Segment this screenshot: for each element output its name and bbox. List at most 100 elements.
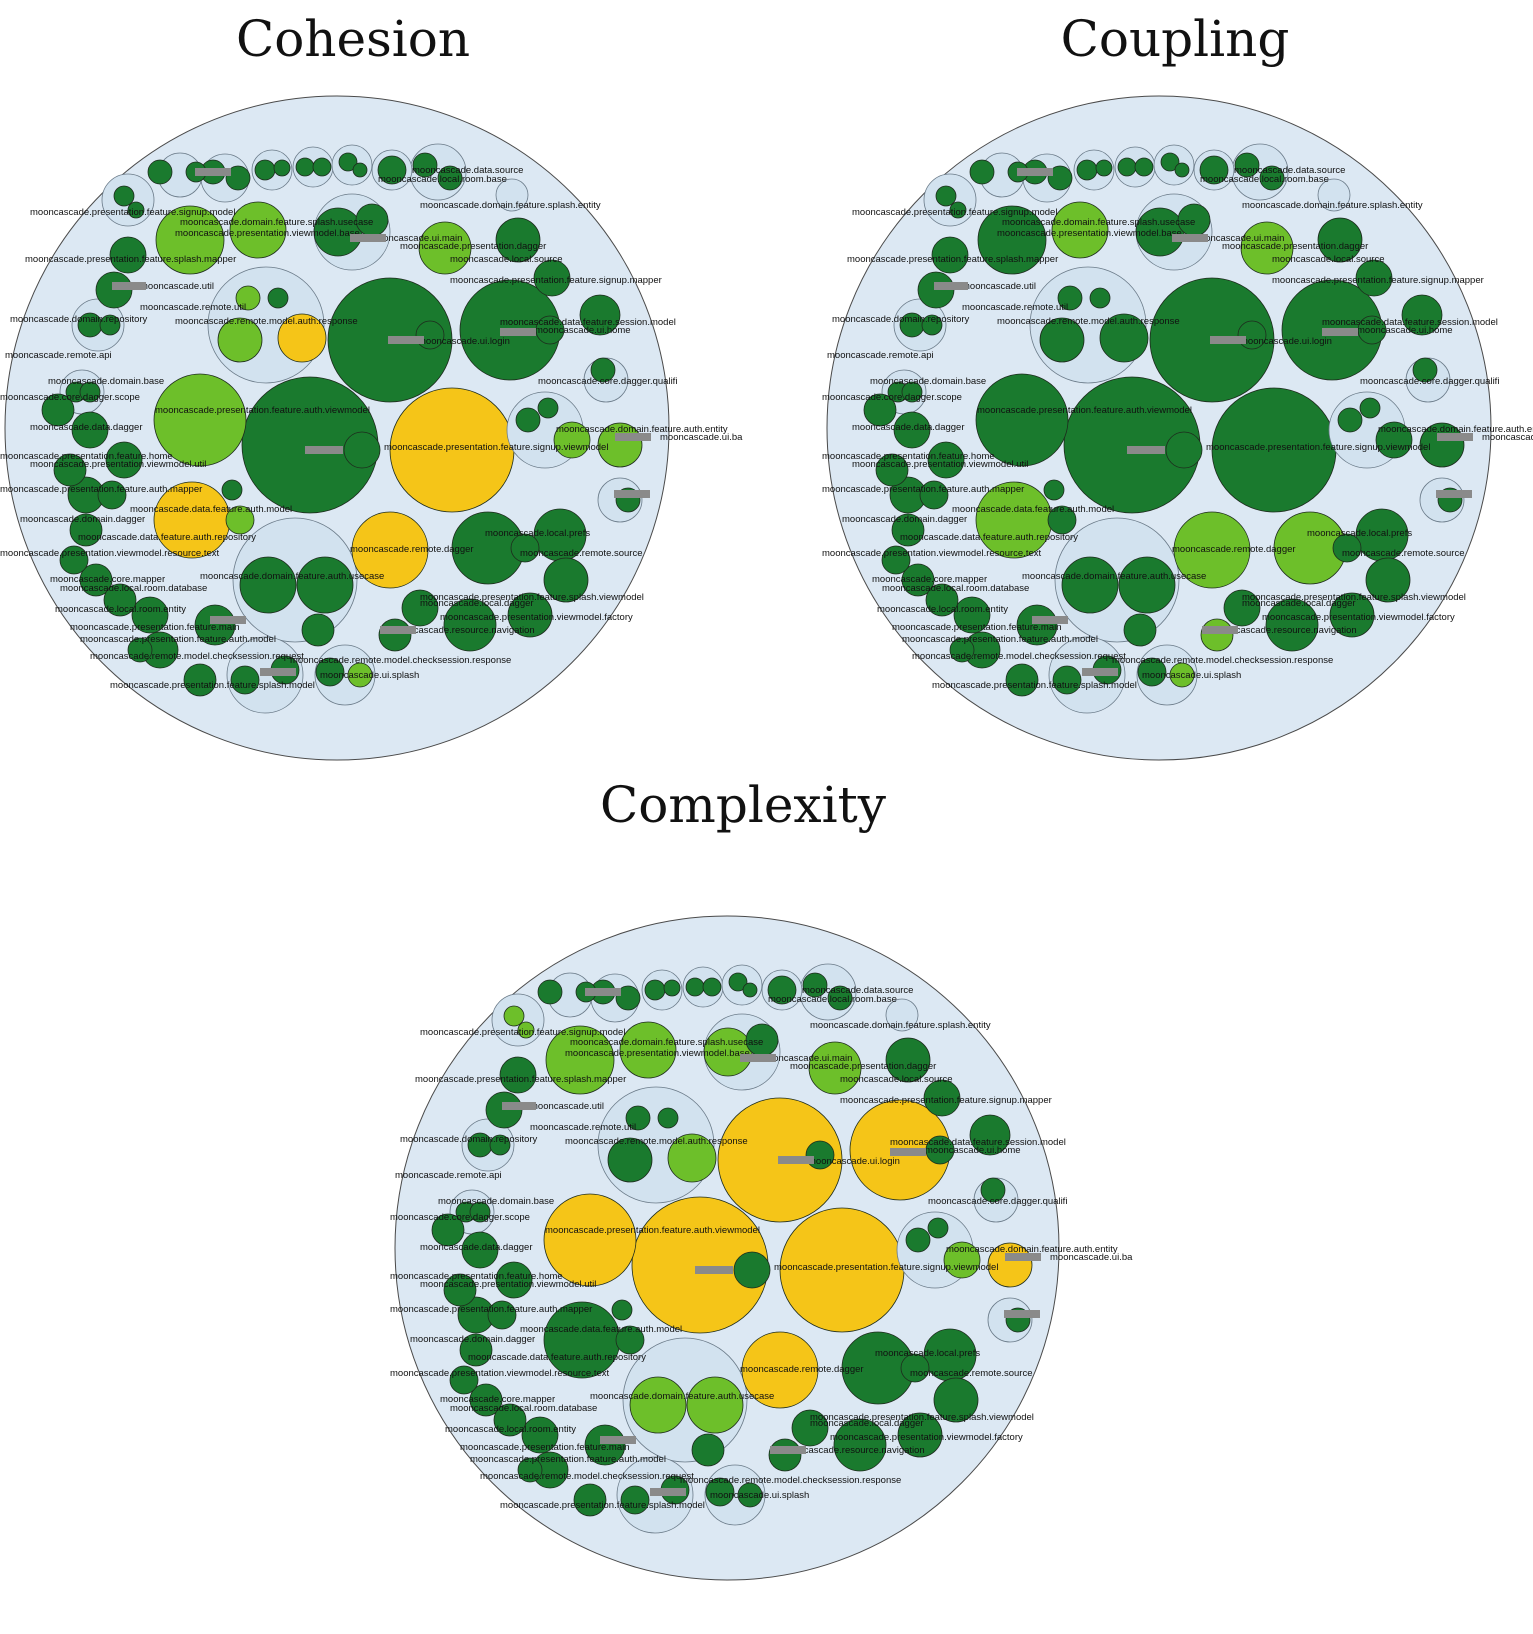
class-bubble — [127, 637, 153, 663]
class-bubble — [537, 979, 563, 1005]
package-label: mooncascade.core.dagger.scope — [0, 392, 140, 403]
class-bubble — [533, 259, 571, 297]
package-label: mooncascade.presentation.feature.main — [892, 622, 1062, 633]
class-bubble — [545, 1025, 615, 1095]
redaction-bar — [585, 988, 621, 996]
class-bubble — [833, 1418, 887, 1472]
package-label: mooncascade.ui.ba — [1050, 1252, 1133, 1263]
package-label: mooncascade.local.room.database — [450, 1403, 597, 1414]
class-bubble — [296, 556, 354, 614]
package-label: mooncascade.ui.splash — [710, 1490, 809, 1501]
class-bubble — [338, 152, 358, 172]
class-bubble — [808, 1041, 862, 1095]
class-bubble — [543, 557, 589, 603]
package-label: mooncascade.presentation.viewmodel.facto… — [830, 1432, 1023, 1443]
package-label: mooncascade.presentation.viewmodel.facto… — [440, 612, 633, 623]
package-label: mooncascade.domain.base — [438, 1196, 554, 1207]
package-label: mooncascade.core.dagger.scope — [390, 1212, 530, 1223]
class-bubble — [897, 1412, 943, 1458]
package-label: mooncascade.presentation.feature.splash.… — [810, 1412, 1034, 1423]
package-label: mooncascade.presentation.feature.splash.… — [932, 680, 1137, 691]
package-label: mooncascade.data.feature.auth.model — [130, 504, 292, 515]
class-bubble — [79, 563, 113, 597]
complexity-bubble-chart: mooncascade.presentation.feature.signup.… — [390, 915, 1133, 1581]
cohesion-bubble-chart: mooncascade.presentation.feature.signup.… — [0, 95, 743, 761]
package-label: mooncascade.resource.navigation — [1212, 625, 1357, 636]
redaction-bar — [502, 1102, 536, 1110]
package-label: mooncascade.data.dagger — [852, 422, 965, 433]
class-bubble — [1123, 613, 1157, 647]
package-label: mooncascade.domain.feature.splash.usecas… — [570, 1037, 763, 1048]
class-bubble — [691, 1433, 725, 1467]
package-label: mooncascade.data.feature.session.model — [500, 317, 676, 328]
package-label: mooncascade.domain.feature.auth.usecase — [590, 1391, 774, 1402]
class-bubble — [41, 393, 75, 427]
class-bubble — [728, 972, 748, 992]
class-bubble — [510, 533, 540, 563]
class-bubble — [943, 1241, 981, 1279]
package-label: mooncascade.presentation.viewmodel.resou… — [0, 548, 220, 559]
redaction-bar — [388, 336, 424, 344]
package-label: mooncascade.core.mapper — [872, 574, 987, 585]
redaction-bar — [350, 234, 386, 242]
class-bubble — [235, 285, 261, 311]
package-label: mooncascade.ui.home — [1357, 325, 1453, 336]
cohesion-panel: Cohesion mooncascade.presentation.featur… — [0, 0, 743, 800]
package-label: mooncascade.remote.dagger — [740, 1364, 864, 1375]
class-bubble — [103, 583, 137, 617]
class-bubble — [401, 589, 439, 627]
package-label: mooncascade.presentation.feature.splash.… — [847, 254, 1058, 265]
class-bubble — [418, 221, 472, 275]
package-label: mooncascade.presentation.feature.splash.… — [500, 1500, 705, 1511]
coupling-panel: Coupling mooncascade.presentation.featur… — [822, 0, 1533, 800]
package-label: mooncascade.local.source — [450, 254, 562, 265]
class-bubble — [352, 162, 368, 178]
class-bubble — [1375, 421, 1413, 459]
class-bubble — [933, 1377, 979, 1423]
class-bubble — [69, 513, 103, 547]
package-label: mooncascade.presentation.feature.signup.… — [1206, 442, 1430, 453]
package-label: mooncascade.presentation.feature.home — [0, 451, 173, 462]
class-bubble — [901, 381, 923, 403]
package-label: mooncascade.domain.feature.auth.entity — [946, 1244, 1118, 1255]
redaction-bar — [600, 1436, 636, 1444]
package-label: mooncascade.presentation.feature.signup.… — [30, 207, 235, 218]
package-label: mooncascade.remote.source — [520, 548, 643, 559]
class-bubble — [741, 1331, 819, 1409]
package-label: mooncascade.presentation.feature.auth.ma… — [822, 484, 1024, 495]
class-bubble — [127, 201, 145, 219]
class-bubble — [53, 453, 87, 487]
class-bubble — [579, 294, 621, 336]
package-label: mooncascade.data.dagger — [30, 422, 143, 433]
package-label: mooncascade.util — [962, 281, 1036, 292]
redaction-bar — [1127, 446, 1165, 454]
class-bubble — [487, 1300, 517, 1330]
class-bubble — [663, 979, 681, 997]
redaction-bar — [380, 626, 416, 634]
package-label: mooncascade.core.dagger.qualifi — [1360, 376, 1499, 387]
package-label: mooncascade.presentation.dagger — [400, 241, 546, 252]
package-label: mooncascade.remote.dagger — [1172, 544, 1296, 555]
class-bubble — [619, 1021, 677, 1079]
class-bubble — [949, 201, 967, 219]
package-label: mooncascade.presentation.viewmodel.resou… — [390, 1368, 610, 1379]
package-label: mooncascade.local.source — [840, 1074, 952, 1085]
package-label: mooncascade.data.feature.session.model — [1322, 317, 1498, 328]
package-label: mooncascade.presentation.feature.signup.… — [1272, 275, 1484, 286]
redaction-bar — [1437, 433, 1473, 441]
class-bubble — [109, 236, 147, 274]
class-bubble — [644, 979, 666, 1001]
package-label: mooncascade.util — [140, 281, 214, 292]
class-bubble — [59, 545, 89, 575]
class-bubble — [893, 411, 931, 449]
panel-title: Coupling — [1060, 10, 1290, 68]
class-bubble — [1134, 157, 1154, 177]
package-label: mooncascade.ui.main — [370, 233, 462, 244]
package-label: mooncascade.presentation.feature.auth.ma… — [0, 484, 202, 495]
package-label: mooncascade.local.room.database — [882, 583, 1029, 594]
redaction-bar — [1322, 328, 1358, 336]
class-bubble — [469, 1383, 503, 1417]
package-label: mooncascade.resource.navigation — [780, 1445, 925, 1456]
package-label: mooncascade.presentation.viewmodel.base — [565, 1048, 750, 1059]
class-bubble — [980, 1177, 1006, 1203]
